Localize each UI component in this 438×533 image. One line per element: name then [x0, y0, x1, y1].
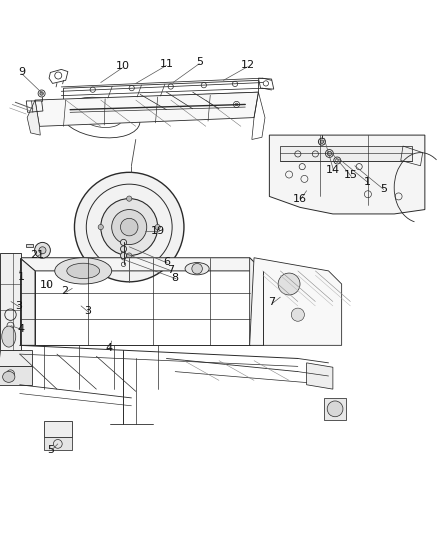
Ellipse shape: [55, 258, 112, 284]
Text: 1: 1: [18, 272, 25, 282]
Ellipse shape: [185, 263, 209, 275]
Text: 10: 10: [116, 61, 130, 71]
Text: 6: 6: [163, 257, 170, 267]
Polygon shape: [269, 135, 425, 214]
Circle shape: [120, 253, 127, 259]
Circle shape: [192, 263, 202, 274]
Circle shape: [120, 219, 138, 236]
Circle shape: [320, 140, 324, 143]
Text: 3: 3: [84, 306, 91, 316]
Text: 5: 5: [47, 445, 54, 455]
Circle shape: [112, 209, 147, 245]
Polygon shape: [26, 244, 33, 247]
Text: 4: 4: [105, 343, 112, 352]
Polygon shape: [0, 350, 32, 366]
Circle shape: [291, 308, 304, 321]
Circle shape: [155, 224, 160, 230]
Polygon shape: [250, 258, 342, 345]
Text: 10: 10: [40, 280, 54, 290]
Text: 3: 3: [15, 301, 22, 311]
Ellipse shape: [3, 372, 15, 382]
Ellipse shape: [67, 263, 99, 279]
Polygon shape: [35, 92, 258, 126]
Text: 5: 5: [196, 57, 203, 67]
Polygon shape: [27, 100, 40, 135]
Text: 21: 21: [30, 249, 44, 260]
Text: 7: 7: [167, 265, 174, 275]
Circle shape: [327, 151, 332, 156]
Polygon shape: [0, 253, 21, 350]
Circle shape: [35, 243, 50, 258]
Circle shape: [278, 273, 300, 295]
Circle shape: [40, 92, 43, 95]
Text: 7: 7: [268, 297, 275, 308]
Circle shape: [327, 401, 343, 417]
Text: 4: 4: [18, 324, 25, 334]
Polygon shape: [250, 258, 263, 345]
Circle shape: [120, 239, 127, 246]
Circle shape: [98, 224, 103, 230]
Text: 11: 11: [159, 59, 173, 69]
Text: 15: 15: [343, 171, 357, 180]
Polygon shape: [20, 258, 263, 271]
Circle shape: [39, 247, 46, 254]
Text: 9: 9: [18, 67, 25, 77]
Text: 1: 1: [364, 176, 371, 187]
Polygon shape: [0, 366, 32, 385]
Circle shape: [235, 103, 238, 106]
Ellipse shape: [2, 326, 16, 347]
Circle shape: [127, 253, 132, 258]
Text: 14: 14: [326, 165, 340, 175]
Text: 16: 16: [293, 193, 307, 204]
Text: 8: 8: [172, 273, 179, 283]
Circle shape: [120, 246, 127, 252]
Polygon shape: [20, 258, 35, 345]
Circle shape: [9, 378, 12, 381]
Circle shape: [101, 199, 158, 255]
Text: 19: 19: [151, 225, 165, 236]
Text: 5: 5: [380, 183, 387, 193]
Polygon shape: [44, 421, 72, 437]
Polygon shape: [44, 437, 72, 449]
Text: 2: 2: [61, 286, 68, 296]
Polygon shape: [324, 398, 346, 420]
Circle shape: [74, 172, 184, 282]
Circle shape: [127, 196, 132, 201]
Polygon shape: [307, 363, 333, 389]
Polygon shape: [280, 146, 412, 161]
Text: 12: 12: [240, 60, 254, 70]
